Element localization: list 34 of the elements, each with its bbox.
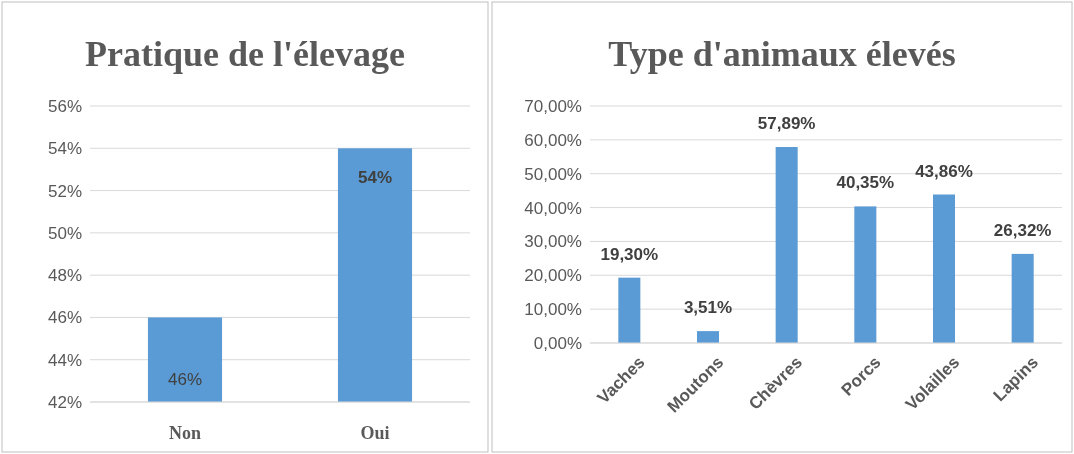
y-tick-label: 0,00% bbox=[533, 333, 582, 353]
x-tick-label: Non bbox=[168, 423, 202, 443]
y-tick-label: 70,00% bbox=[524, 96, 582, 116]
data-label: 3,51% bbox=[683, 298, 733, 318]
data-label: 43,86% bbox=[915, 161, 973, 181]
data-label: 57,89% bbox=[757, 114, 816, 133]
bar bbox=[854, 206, 877, 343]
bar bbox=[1011, 253, 1034, 343]
y-tick-label: 50% bbox=[47, 223, 82, 243]
data-label: 54% bbox=[357, 168, 393, 188]
bar bbox=[932, 194, 956, 343]
bar bbox=[775, 147, 798, 343]
y-tick-label: 56% bbox=[47, 96, 82, 116]
data-label: 40,35% bbox=[836, 173, 895, 193]
y-tick-label: 52% bbox=[47, 181, 82, 201]
chart-title: Type d'animaux élevés bbox=[608, 34, 956, 74]
y-tick-label: 60,00% bbox=[524, 130, 582, 150]
y-tick-label: 44% bbox=[47, 350, 82, 370]
data-label: 26,32% bbox=[993, 220, 1052, 240]
y-tick-label: 10,00% bbox=[524, 300, 582, 320]
y-tick-label: 40,00% bbox=[524, 198, 582, 218]
y-tick-label: 50,00% bbox=[524, 164, 582, 184]
bar bbox=[618, 277, 641, 343]
y-tick-label: 48% bbox=[47, 266, 82, 286]
data-label: 46% bbox=[167, 369, 203, 389]
y-tick-label: 42% bbox=[47, 392, 82, 412]
chart-title: Pratique de l'élevage bbox=[85, 34, 405, 74]
y-tick-label: 46% bbox=[47, 308, 82, 328]
y-tick-label: 54% bbox=[47, 139, 82, 159]
y-tick-label: 20,00% bbox=[524, 266, 582, 286]
y-tick-label: 30,00% bbox=[524, 232, 582, 252]
bar bbox=[696, 331, 720, 343]
data-label: 19,30% bbox=[600, 244, 659, 264]
x-tick-label: Oui bbox=[360, 423, 390, 443]
